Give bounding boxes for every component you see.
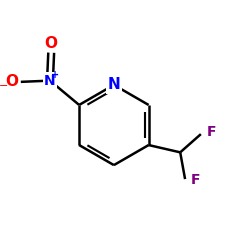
Text: +: + <box>51 70 60 80</box>
Text: O: O <box>45 36 58 51</box>
Text: F: F <box>191 173 201 187</box>
Text: N: N <box>44 74 56 88</box>
Text: O: O <box>5 74 18 89</box>
Text: N: N <box>108 78 120 92</box>
Text: −: − <box>0 81 8 91</box>
Text: F: F <box>207 125 216 139</box>
